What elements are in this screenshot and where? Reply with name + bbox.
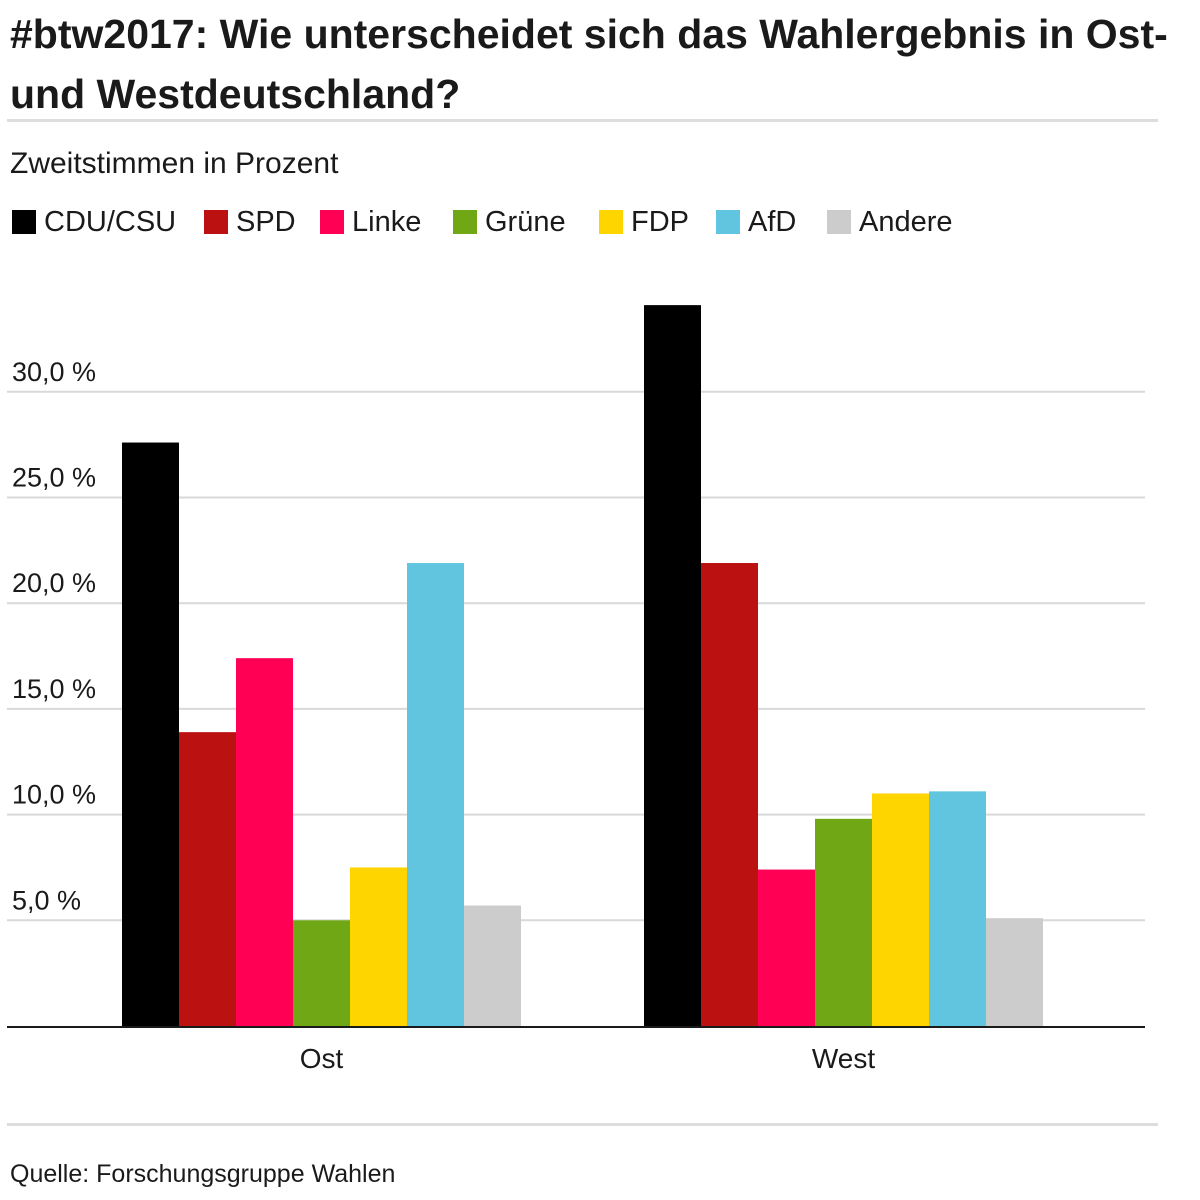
bar-west-gruene: [815, 818, 872, 1026]
bar-west-cdu-csu: [644, 305, 701, 1027]
bar-west-linke: [758, 869, 815, 1026]
title-divider: [7, 119, 1158, 122]
y-tick-label: 15,0 %: [12, 674, 96, 704]
legend-label: AfD: [748, 206, 797, 238]
legend-swatch: [827, 210, 851, 234]
bar-chart: 5,0 % 10,0 % 15,0 % 20,0 % 25,0 % 30,0 % Ost W…: [7, 305, 1145, 1074]
legend-swatch: [204, 210, 228, 234]
y-tick-label: 25,0 %: [12, 463, 96, 493]
legend-swatch: [12, 210, 36, 234]
bar-west-fdp: [872, 793, 929, 1026]
bar-west-spd: [701, 563, 758, 1026]
y-tick-label: 20,0 %: [12, 568, 96, 598]
x-category-label: West: [812, 1043, 875, 1074]
legend-label: Linke: [352, 206, 422, 238]
bar-west-afd: [929, 791, 986, 1026]
footer-divider: [7, 1123, 1158, 1126]
legend-label: Andere: [859, 206, 953, 238]
x-category-label: Ost: [300, 1043, 344, 1074]
bar-ost-andere: [464, 905, 521, 1026]
legend-label: SPD: [236, 206, 296, 238]
bar-west-andere: [986, 918, 1043, 1026]
legend-swatch: [320, 210, 344, 234]
legend-label: FDP: [631, 206, 689, 238]
y-tick-label: 10,0 %: [12, 780, 96, 810]
legend-label: CDU/CSU: [44, 206, 177, 238]
chart-title: #btw2017: Wie unterscheidet sich das Wah…: [10, 11, 1168, 117]
bar-ost-linke: [236, 658, 293, 1026]
y-tick-label: 30,0 %: [12, 357, 96, 387]
axes: Ost West: [7, 1026, 1145, 1074]
legend-swatch: [453, 210, 477, 234]
chart-subtitle: Zweitstimmen in Prozent: [10, 147, 339, 180]
y-tick-label: 5,0 %: [12, 885, 81, 915]
bar-ost-fdp: [350, 867, 407, 1026]
bars: [122, 305, 1043, 1027]
bar-ost-spd: [179, 732, 236, 1026]
bar-ost-gruene: [293, 920, 350, 1026]
legend-swatch: [599, 210, 623, 234]
legend-swatch: [716, 210, 740, 234]
bar-ost-afd: [407, 563, 464, 1026]
source-note: Quelle: Forschungsgruppe Wahlen: [10, 1160, 396, 1188]
bar-ost-cdu-csu: [122, 442, 179, 1026]
legend-label: Grüne: [485, 206, 566, 238]
